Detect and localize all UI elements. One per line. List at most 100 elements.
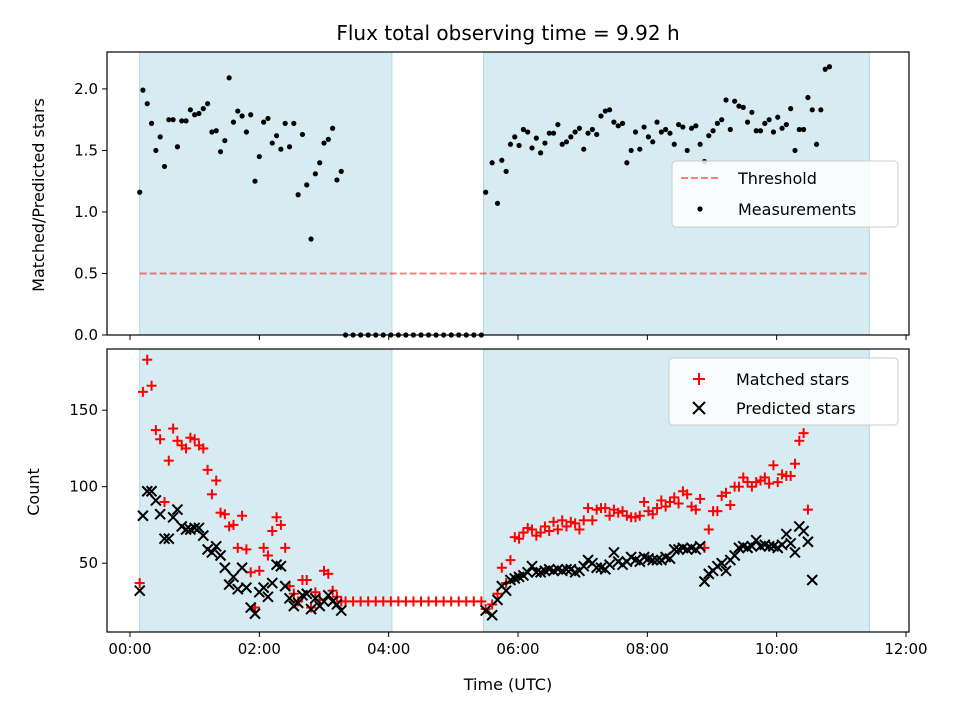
matched-point: [219, 509, 230, 520]
predicted-point: [802, 536, 814, 548]
measurement-point: [483, 189, 489, 195]
measurement-point: [261, 119, 267, 125]
matched-legend-swatch: [693, 373, 705, 385]
matched-point: [258, 542, 269, 553]
measurement-point: [615, 123, 621, 129]
measurement-point: [538, 150, 544, 156]
y-tick-label: 1.0: [74, 203, 98, 221]
measurement-point: [723, 97, 729, 103]
measurement-point: [667, 130, 673, 136]
predicted-point: [491, 594, 504, 606]
predicted-point: [305, 603, 317, 615]
predicted-point: [180, 523, 192, 536]
matched-point: [514, 533, 525, 544]
predicted-point: [651, 554, 663, 566]
measurement-point: [166, 117, 172, 123]
predicted-point: [806, 574, 818, 586]
x-tick-label: 12:00: [884, 640, 927, 658]
measurement-point: [654, 119, 660, 125]
predicted-point: [210, 540, 222, 553]
legend-box: [668, 357, 899, 426]
matched-point: [271, 512, 282, 523]
matched-point: [798, 428, 809, 439]
measurement-point: [813, 141, 820, 147]
predicted-point: [214, 549, 227, 562]
measurement-point: [788, 106, 794, 112]
matched-point: [155, 434, 166, 445]
predicted-point: [245, 601, 257, 614]
y-tick-label: 1.5: [74, 141, 98, 159]
matched-point: [159, 496, 170, 507]
predicted-point: [283, 592, 296, 605]
predicted-point: [694, 540, 706, 553]
measurement-point: [693, 123, 699, 129]
matched-point: [604, 510, 615, 521]
measurement-point: [153, 147, 159, 154]
measurement-point: [321, 140, 327, 146]
measurement-point: [205, 101, 211, 107]
measurement-point: [325, 136, 331, 142]
predicted-point: [590, 562, 603, 574]
predicted-point: [750, 534, 762, 546]
predicted-point: [530, 566, 543, 579]
matched-point: [673, 498, 684, 509]
measurement-point: [624, 160, 630, 166]
matched-point: [163, 455, 174, 466]
x-tick-label: 10:00: [755, 640, 798, 658]
matched-point: [759, 472, 770, 483]
matched-point: [323, 568, 334, 579]
measurement-point: [282, 120, 288, 126]
matched-point: [189, 434, 200, 445]
matched-point: [574, 524, 585, 535]
predicted-point: [746, 540, 758, 553]
predicted-point: [240, 581, 253, 594]
measurement-point: [809, 107, 815, 113]
measurement-point: [174, 144, 181, 150]
ratio-legend: Threshold Measurements: [671, 160, 899, 228]
measurement-point: [658, 129, 664, 135]
predicted-point: [197, 529, 209, 542]
measurement-point: [512, 134, 518, 140]
measurement-point: [826, 64, 833, 70]
measurement-point: [286, 144, 293, 150]
matched-point: [480, 604, 491, 615]
measurement-point: [252, 178, 258, 184]
predicted-point: [154, 508, 166, 520]
threshold-legend-label: Threshold: [737, 169, 817, 188]
predicted-point: [257, 581, 270, 594]
predicted-point: [331, 598, 343, 611]
measurement-point: [762, 120, 768, 126]
predicted-point: [150, 494, 162, 507]
measurements-legend-label: Measurements: [738, 200, 856, 219]
matched-point: [733, 481, 744, 492]
predicted-point: [249, 607, 261, 620]
measurement-point: [295, 192, 301, 198]
predicted-point: [578, 560, 590, 572]
y-tick-label: 0.0: [74, 326, 98, 344]
measurement-point: [213, 128, 219, 134]
measurement-point: [688, 125, 695, 131]
measurement-point: [568, 134, 574, 140]
predicted-point: [500, 584, 512, 597]
predicted-point: [776, 539, 788, 551]
y-tick-label: 150: [69, 401, 98, 419]
predicted-point: [728, 549, 741, 562]
matched-point: [695, 493, 706, 504]
matched-point: [137, 386, 148, 397]
matched-point: [725, 500, 736, 511]
predicted-point: [715, 557, 728, 569]
matched-point: [301, 574, 312, 585]
measurement-point: [719, 117, 725, 123]
measurement-point: [766, 117, 772, 123]
measurement-point: [334, 177, 340, 183]
measurement-point: [144, 101, 150, 107]
predicted-point: [137, 510, 149, 522]
ratio-panel: 0.0 0.5 1.0 1.5 2.0 Threshold Measurements: [74, 51, 910, 344]
measurement-point: [503, 168, 509, 174]
measurement-point: [192, 112, 198, 118]
predicted-point: [608, 546, 620, 559]
measurement-point: [663, 126, 669, 133]
measurement-point: [239, 113, 245, 119]
measurement-point: [628, 147, 634, 154]
x-tick-label: 02:00: [238, 640, 281, 658]
